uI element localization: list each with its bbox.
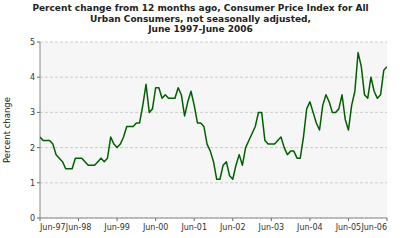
x-tick-label: Jun-99 bbox=[103, 223, 130, 232]
plot-marks bbox=[40, 53, 387, 180]
y-tick-label: 1 bbox=[30, 179, 35, 188]
x-tick-label: Jun-06 bbox=[360, 223, 387, 232]
grid-line bbox=[40, 182, 387, 183]
y-tick-label: 3 bbox=[30, 108, 35, 117]
y-axis bbox=[40, 42, 41, 218]
plot-area bbox=[40, 42, 387, 218]
line bbox=[40, 53, 387, 180]
y-tick-label: 5 bbox=[30, 38, 35, 47]
x-tick-label: Jun-04 bbox=[296, 223, 323, 232]
x-tick-label: Jun-05 bbox=[335, 223, 362, 232]
x-tick-label: Jun-00 bbox=[142, 223, 169, 232]
grid-line bbox=[40, 147, 387, 148]
x-tick-label: Jun-02 bbox=[219, 223, 246, 232]
title: Percent change from 12 months ago, Consu… bbox=[32, 3, 368, 34]
x-axis bbox=[40, 218, 387, 219]
x-tick-label: Jun-01 bbox=[180, 223, 207, 232]
y-axis-label: Percent change bbox=[2, 97, 12, 163]
x-tick-label: Jun-03 bbox=[258, 223, 285, 232]
grid-line bbox=[40, 218, 387, 219]
x-tick-label: Jun-98 bbox=[65, 223, 92, 232]
grid-line bbox=[40, 77, 387, 78]
grid-line bbox=[40, 42, 387, 43]
y-tick-label: 4 bbox=[30, 73, 35, 82]
x-tick-label: Jun-97 bbox=[39, 223, 66, 232]
y-tick-label: 0 bbox=[30, 214, 35, 223]
y-tick-label: 2 bbox=[30, 144, 35, 153]
chart: Percent change from 12 months ago, Consu… bbox=[0, 0, 401, 238]
